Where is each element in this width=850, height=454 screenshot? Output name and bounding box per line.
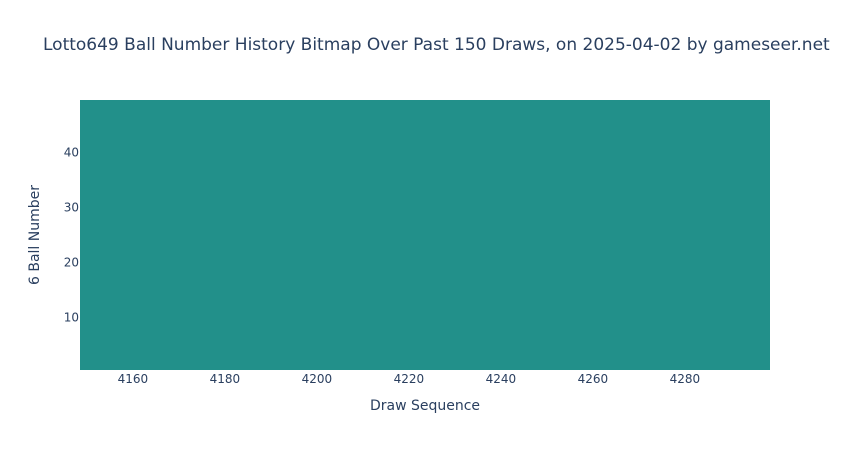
- y-tick-label: 10: [64, 311, 79, 325]
- y-axis-ticks: 10 20 30 40: [64, 145, 79, 324]
- chart-title: Lotto649 Ball Number History Bitmap Over…: [43, 35, 830, 55]
- x-axis-ticks: 4160 4180 4200 4220 4240 4260 4280: [118, 372, 701, 386]
- x-tick-label: 4200: [302, 372, 333, 386]
- y-tick-label: 30: [64, 200, 79, 214]
- x-tick-label: 4280: [670, 372, 701, 386]
- y-tick-label: 40: [64, 145, 79, 159]
- heatmap-cells: [80, 100, 770, 370]
- x-axis-title: Draw Sequence: [370, 398, 480, 414]
- x-tick-label: 4160: [118, 372, 149, 386]
- y-axis-title: 6 Ball Number: [27, 185, 43, 285]
- x-tick-label: 4180: [210, 372, 241, 386]
- y-tick-label: 20: [64, 256, 79, 270]
- x-tick-label: 4220: [394, 372, 425, 386]
- x-tick-label: 4260: [578, 372, 609, 386]
- x-tick-label: 4240: [486, 372, 517, 386]
